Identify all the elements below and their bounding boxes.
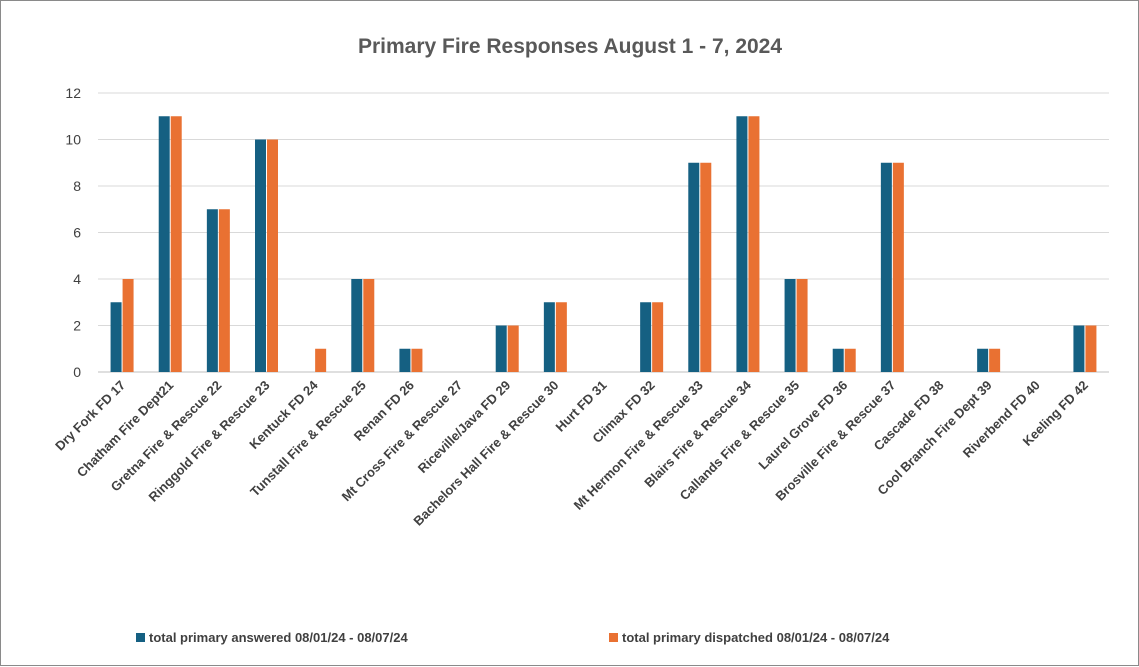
bar-dispatched [411, 348, 423, 372]
y-tick-label: 6 [73, 225, 81, 241]
bar-answered [784, 279, 796, 372]
bar-answered [832, 348, 844, 372]
bar-dispatched [844, 348, 856, 372]
legend-swatch [609, 633, 618, 642]
bar-dispatched [1085, 325, 1097, 372]
bar-dispatched [267, 139, 278, 372]
bar-answered [255, 139, 266, 372]
bar-answered [880, 162, 892, 372]
x-category-label: Riceville/Java FD 29 [415, 378, 514, 477]
bar-answered [158, 116, 170, 372]
bar-answered [495, 325, 507, 372]
bar-dispatched [170, 116, 182, 372]
y-tick-label: 8 [73, 178, 81, 194]
bar-dispatched [892, 162, 904, 372]
bar-dispatched [218, 209, 230, 372]
chart-title: Primary Fire Responses August 1 - 7, 202… [358, 35, 782, 58]
bar-answered [399, 348, 411, 372]
bars [110, 116, 1097, 372]
bar-answered [688, 162, 700, 372]
bar-dispatched [796, 279, 808, 372]
y-axis-tick-labels: 0 2 4 6 8 10 12 [65, 85, 81, 380]
x-category-label: Chatham Fire Dept21 [74, 378, 177, 481]
bar-dispatched [652, 302, 664, 372]
bar-answered [640, 302, 652, 372]
legend: total primary answered 08/01/24 - 08/07/… [136, 630, 890, 645]
bar-answered [110, 302, 122, 372]
y-tick-label: 2 [73, 318, 81, 334]
y-tick-label: 12 [65, 85, 81, 101]
bar-dispatched [555, 302, 567, 372]
y-tick-label: 4 [73, 271, 81, 287]
bar-answered [977, 348, 989, 372]
bar-answered [736, 116, 748, 372]
gridlines [98, 92, 1109, 373]
bar-dispatched [122, 279, 134, 372]
legend-label: total primary dispatched 08/01/24 - 08/0… [622, 630, 890, 645]
legend-swatch [136, 633, 145, 642]
bar-answered [543, 302, 555, 372]
bar-answered [206, 209, 218, 372]
y-tick-label: 10 [65, 132, 81, 148]
bar-dispatched [363, 279, 375, 372]
x-category-label: Laurel Grove FD 36 [755, 378, 850, 473]
bar-dispatched [989, 348, 1001, 372]
bar-answered [1073, 325, 1085, 372]
bar-dispatched [507, 325, 519, 372]
bar-dispatched [748, 116, 760, 372]
bar-answered [351, 279, 363, 372]
y-tick-label: 0 [73, 364, 81, 380]
legend-label: total primary answered 08/01/24 - 08/07/… [149, 630, 408, 645]
bar-dispatched [700, 162, 712, 372]
bar-dispatched [315, 348, 327, 372]
